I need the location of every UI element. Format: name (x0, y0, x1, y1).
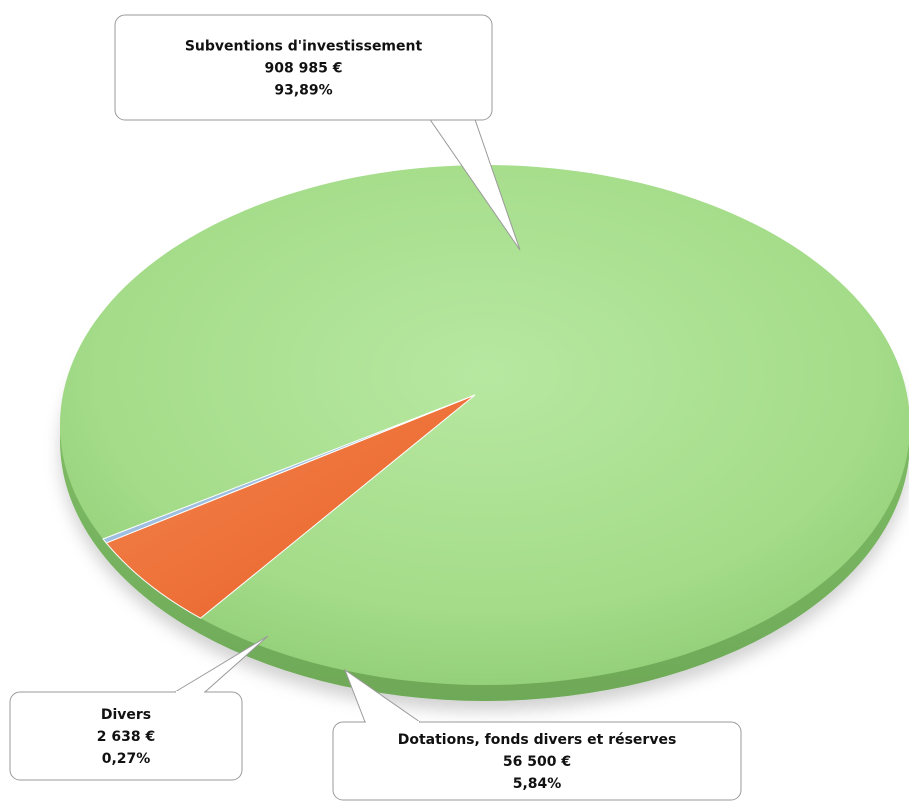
callout-percent: 5,84% (513, 776, 562, 792)
pie-slice-1 (60, 165, 909, 685)
pie-slice-2 (105, 394, 476, 619)
pie-slice-3 (102, 394, 476, 544)
callout-label: Subventions d'investissement (185, 39, 423, 55)
callout-percent: 0,27% (102, 751, 151, 767)
callout-box (9, 691, 243, 781)
callout-value: 908 985 € (265, 61, 343, 77)
callout-value: 56 500 € (503, 754, 571, 770)
callout-box (332, 721, 742, 801)
callout-box (114, 14, 493, 121)
callout-1: Subventions d'investissement 908 985 € 93,… (114, 14, 521, 251)
pie-group (60, 165, 909, 701)
callout-percent: 93,89% (274, 83, 332, 99)
callout-2: Dotations, fonds divers et réserves 56 50… (332, 668, 742, 801)
callout-label: Divers (101, 707, 151, 723)
callout-group: Subventions d'investissement 908 985 € 93,… (9, 14, 742, 801)
callout-3: Divers 2 638 € 0,27% (9, 635, 269, 781)
callout-label: Dotations, fonds divers et réserves (398, 732, 677, 748)
callout-value: 2 638 € (97, 729, 155, 745)
